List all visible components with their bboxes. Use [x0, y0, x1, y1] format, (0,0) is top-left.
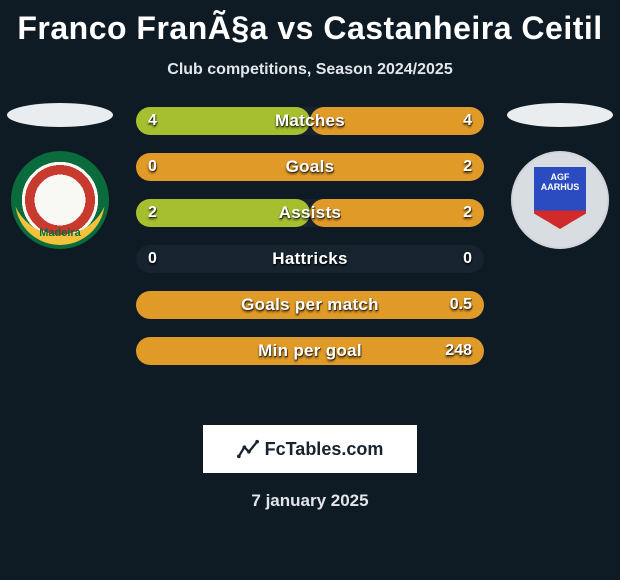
stat-row: Min per goal 248 — [136, 337, 484, 365]
stat-label: Min per goal — [258, 341, 362, 361]
stat-row: 0 Hattricks 0 — [136, 245, 484, 273]
stats-list: 4 Matches 4 0 Goals 2 2 Assists 2 0 Hattricks 0 Goal… — [110, 101, 510, 365]
stat-value-left: 0 — [148, 250, 157, 268]
stat-value-right: 2 — [463, 204, 472, 222]
left-club-badge — [11, 151, 109, 249]
stat-label: Goals — [286, 157, 335, 177]
comparison-area: 4 Matches 4 0 Goals 2 2 Assists 2 0 Hattricks 0 Goal… — [0, 101, 620, 401]
left-player-column — [0, 101, 120, 249]
stat-row: 2 Assists 2 — [136, 199, 484, 227]
stat-label: Hattricks — [272, 249, 347, 269]
left-player-avatar — [7, 103, 113, 127]
chart-icon — [237, 438, 259, 460]
stat-value-right: 2 — [463, 158, 472, 176]
right-club-badge — [511, 151, 609, 249]
stat-value-left: 4 — [148, 112, 157, 130]
stat-value-right: 248 — [445, 342, 472, 360]
stat-value-left: 2 — [148, 204, 157, 222]
stat-value-right: 0 — [463, 250, 472, 268]
stat-value-right: 0.5 — [450, 296, 472, 314]
stat-label: Matches — [275, 111, 345, 131]
stat-row: 0 Goals 2 — [136, 153, 484, 181]
brand-watermark: FcTables.com — [203, 425, 417, 473]
season-subtitle: Club competitions, Season 2024/2025 — [0, 61, 620, 79]
stat-label: Goals per match — [241, 295, 379, 315]
brand-text: FcTables.com — [265, 439, 384, 460]
right-player-column — [500, 101, 620, 249]
stat-label: Assists — [279, 203, 342, 223]
page-title: Franco FranÃ§a vs Castanheira Ceitil — [0, 0, 620, 47]
stat-row: 4 Matches 4 — [136, 107, 484, 135]
stat-row: Goals per match 0.5 — [136, 291, 484, 319]
stat-value-right: 4 — [463, 112, 472, 130]
date-caption: 7 january 2025 — [0, 491, 620, 511]
right-player-avatar — [507, 103, 613, 127]
stat-value-left: 0 — [148, 158, 157, 176]
